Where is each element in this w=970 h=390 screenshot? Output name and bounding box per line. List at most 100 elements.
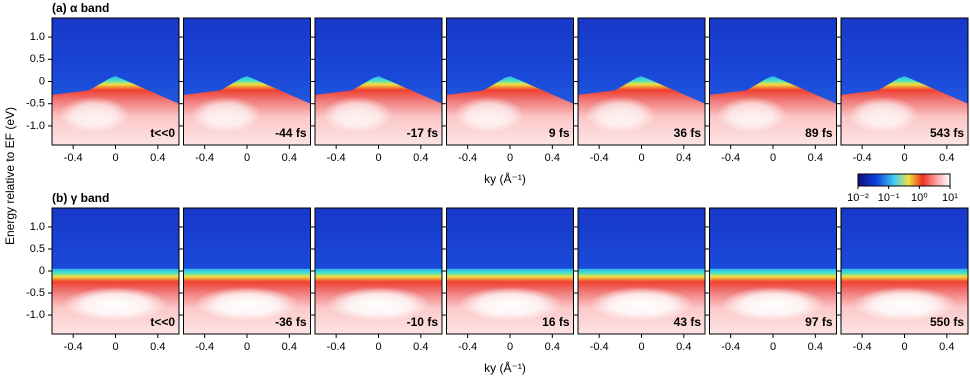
x-tick-label: 0.4 bbox=[150, 152, 165, 164]
x-tick-label: 0.4 bbox=[282, 341, 297, 353]
intensity-core bbox=[585, 96, 656, 133]
y-tick-label: -0.5 bbox=[26, 287, 45, 299]
delay-label: 550 fs bbox=[930, 315, 964, 329]
intensity-core bbox=[195, 287, 299, 322]
x-tick-label: 0.4 bbox=[676, 152, 691, 164]
panel: 543 fs -0.4 0 0.4 bbox=[837, 17, 969, 164]
x-tick-label: 0 bbox=[901, 341, 907, 353]
intensity-core bbox=[852, 287, 957, 322]
x-tick-label: 0 bbox=[375, 152, 381, 164]
panel: -44 fs -0.4 0 0.4 bbox=[179, 17, 311, 164]
panel-title: (a) α band bbox=[52, 1, 109, 15]
delay-label: -44 fs bbox=[275, 126, 307, 140]
delay-label: 9 fs bbox=[549, 126, 570, 140]
intensity-core bbox=[322, 96, 393, 133]
panel: 9 fs -0.4 0 0.4 bbox=[442, 17, 574, 164]
x-tick-label: 0.4 bbox=[939, 341, 954, 353]
x-tick-label: -0.4 bbox=[195, 341, 214, 353]
panel: -10 fs -0.4 0 0.4 bbox=[311, 207, 443, 353]
intensity-core bbox=[589, 287, 694, 322]
x-tick-label: -0.4 bbox=[327, 152, 346, 164]
x-axis-label: ky (Å⁻¹) bbox=[484, 360, 526, 375]
panel: 36 fs -0.4 0 0.4 bbox=[574, 17, 706, 164]
x-tick-label: 0 bbox=[112, 341, 118, 353]
x-tick-label: 0 bbox=[244, 341, 250, 353]
colorbar-tick-label: 10⁰ bbox=[911, 192, 928, 204]
x-tick-label: 0.4 bbox=[808, 152, 823, 164]
delay-label: 36 fs bbox=[674, 126, 702, 140]
x-tick-label: 0 bbox=[770, 152, 776, 164]
intensity-core bbox=[190, 96, 261, 133]
panel-title: (b) γ band bbox=[52, 191, 109, 205]
intensity-core bbox=[716, 96, 787, 133]
x-tick-label: -0.4 bbox=[853, 341, 872, 353]
intensity-core bbox=[458, 287, 562, 322]
x-tick-label: 0.4 bbox=[545, 152, 560, 164]
y-tick-label: -1.0 bbox=[26, 309, 45, 321]
intensity-core bbox=[721, 287, 825, 322]
colorbar bbox=[857, 173, 951, 187]
panel: 550 fs -0.4 0 0.4 bbox=[837, 207, 969, 353]
x-tick-label: 0.4 bbox=[676, 341, 691, 353]
delay-label: t<<0 bbox=[150, 315, 175, 329]
intensity-core bbox=[848, 96, 919, 133]
delay-label: 43 fs bbox=[674, 315, 702, 329]
delay-label: t<<0 bbox=[150, 126, 175, 140]
x-tick-label: 0 bbox=[901, 152, 907, 164]
x-tick-label: 0.4 bbox=[282, 152, 297, 164]
x-tick-label: -0.4 bbox=[195, 152, 214, 164]
delay-label: -36 fs bbox=[275, 315, 307, 329]
x-tick-label: 0.4 bbox=[413, 341, 428, 353]
x-tick-label: 0.4 bbox=[545, 341, 560, 353]
intensity-core bbox=[453, 96, 524, 133]
delay-label: 89 fs bbox=[805, 126, 833, 140]
y-tick-label: 0 bbox=[39, 75, 45, 87]
delay-label: -17 fs bbox=[407, 126, 439, 140]
x-tick-label: -0.4 bbox=[590, 341, 609, 353]
x-tick-label: -0.4 bbox=[853, 152, 872, 164]
x-tick-label: 0 bbox=[507, 152, 513, 164]
x-tick-label: -0.4 bbox=[458, 341, 477, 353]
panel: -17 fs -0.4 0 0.4 bbox=[311, 17, 443, 164]
panel: 97 fs -0.4 0 0.4 bbox=[705, 207, 837, 353]
panel: -36 fs -0.4 0 0.4 bbox=[179, 207, 311, 353]
y-tick-label: -0.5 bbox=[26, 98, 45, 110]
panel: 16 fs -0.4 0 0.4 bbox=[442, 207, 574, 353]
x-tick-label: 0.4 bbox=[808, 341, 823, 353]
x-tick-label: 0.4 bbox=[150, 341, 165, 353]
x-tick-label: -0.4 bbox=[721, 341, 740, 353]
y-axis-label: Energy relative to EF (eV) bbox=[3, 107, 17, 245]
colorbar-tick-label: 10⁻¹ bbox=[878, 192, 900, 204]
x-tick-label: 0 bbox=[375, 341, 381, 353]
panel: 43 fs -0.4 0 0.4 bbox=[574, 207, 706, 353]
x-tick-label: 0.4 bbox=[413, 152, 428, 164]
intensity-core bbox=[326, 287, 431, 322]
x-tick-label: -0.4 bbox=[64, 152, 83, 164]
y-tick-label: 1.0 bbox=[30, 31, 45, 43]
delay-label: -10 fs bbox=[407, 315, 439, 329]
x-tick-label: 0 bbox=[244, 152, 250, 164]
x-tick-label: 0 bbox=[770, 341, 776, 353]
intensity-core bbox=[59, 96, 130, 133]
x-tick-label: -0.4 bbox=[64, 341, 83, 353]
y-tick-label: 1.0 bbox=[30, 221, 45, 233]
panel: t<<0 -0.4 0 0.4 1.0 0.5 0 -0.5 -1.0 bbox=[26, 207, 180, 353]
x-tick-label: -0.4 bbox=[458, 152, 477, 164]
x-tick-label: 0 bbox=[507, 341, 513, 353]
x-tick-label: 0.4 bbox=[939, 152, 954, 164]
x-tick-label: 0 bbox=[112, 152, 118, 164]
y-tick-label: 0 bbox=[39, 265, 45, 277]
x-tick-label: 0 bbox=[638, 341, 644, 353]
x-tick-label: 0 bbox=[638, 152, 644, 164]
y-tick-label: 0.5 bbox=[30, 243, 45, 255]
panel: t<<0 -0.4 0 0.4 1.0 0.5 0 -0.5 -1.0 bbox=[26, 17, 180, 164]
x-tick-label: -0.4 bbox=[721, 152, 740, 164]
panel: 89 fs -0.4 0 0.4 bbox=[705, 17, 837, 164]
x-tick-label: -0.4 bbox=[327, 341, 346, 353]
x-tick-label: -0.4 bbox=[590, 152, 609, 164]
y-tick-label: 0.5 bbox=[30, 53, 45, 65]
intensity-core bbox=[63, 287, 168, 322]
delay-label: 543 fs bbox=[930, 126, 964, 140]
colorbar-tick-label: 10⁻² bbox=[847, 192, 869, 204]
